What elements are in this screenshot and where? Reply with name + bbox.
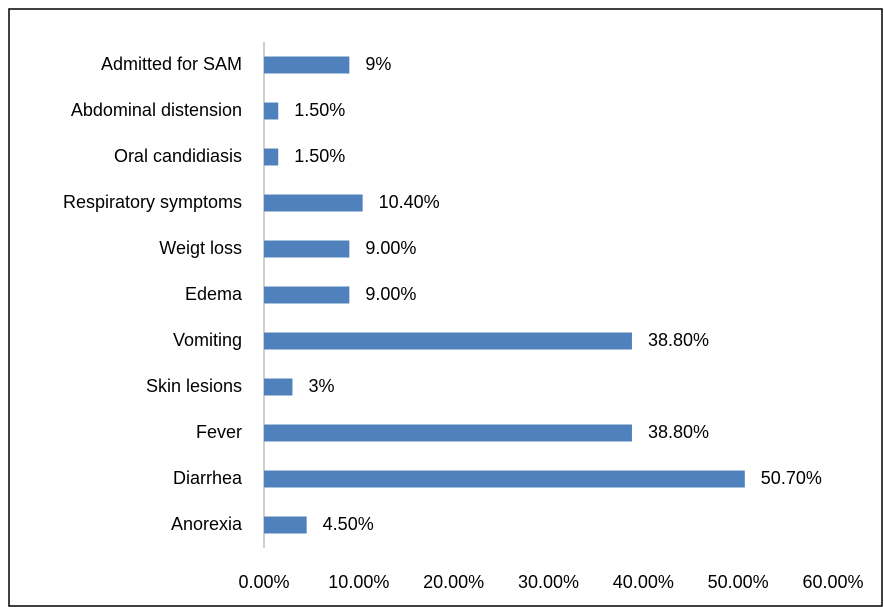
x-tick-label: 0.00% (238, 572, 289, 592)
data-label: 9.00% (365, 284, 416, 304)
bar (264, 378, 293, 396)
x-tick-label: 50.00% (708, 572, 769, 592)
bar (264, 148, 279, 166)
x-tick-label: 10.00% (328, 572, 389, 592)
y-tick-label: Weigt loss (159, 238, 242, 258)
data-label: 9% (365, 54, 391, 74)
data-label: 38.80% (648, 330, 709, 350)
bar (264, 332, 632, 350)
bar (264, 516, 307, 534)
y-tick-label: Respiratory symptoms (63, 192, 242, 212)
bar (264, 286, 350, 304)
x-tick-label: 60.00% (802, 572, 863, 592)
x-tick-label: 30.00% (518, 572, 579, 592)
data-label: 38.80% (648, 422, 709, 442)
y-tick-label: Vomiting (173, 330, 242, 350)
y-tick-label: Diarrhea (173, 468, 243, 488)
data-label: 1.50% (294, 100, 345, 120)
y-tick-label: Admitted for SAM (101, 54, 242, 74)
y-tick-label: Fever (196, 422, 242, 442)
bar (264, 470, 745, 488)
data-label: 4.50% (323, 514, 374, 534)
bar (264, 56, 350, 74)
data-label: 10.40% (379, 192, 440, 212)
x-tick-label: 40.00% (613, 572, 674, 592)
data-label: 9.00% (365, 238, 416, 258)
y-tick-label: Oral candidiasis (114, 146, 242, 166)
y-tick-label: Abdominal distension (71, 100, 242, 120)
chart-frame (8, 8, 883, 607)
bar (264, 194, 363, 212)
bar (264, 240, 350, 258)
y-tick-label: Skin lesions (146, 376, 242, 396)
data-label: 1.50% (294, 146, 345, 166)
bar (264, 424, 632, 442)
data-label: 3% (308, 376, 334, 396)
bar (264, 102, 279, 120)
data-label: 50.70% (761, 468, 822, 488)
y-tick-label: Edema (185, 284, 243, 304)
x-tick-label: 20.00% (423, 572, 484, 592)
y-tick-label: Anorexia (171, 514, 243, 534)
